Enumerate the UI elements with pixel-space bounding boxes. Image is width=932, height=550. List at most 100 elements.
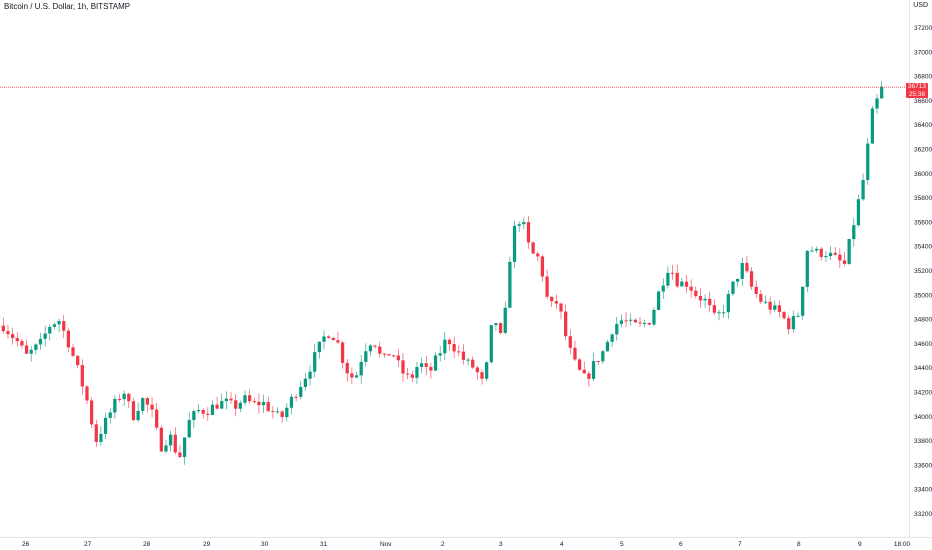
price-tick-label: 36800 <box>914 74 932 81</box>
candle-body <box>684 281 689 287</box>
candle-body <box>99 433 103 442</box>
candle-body <box>782 312 786 319</box>
candle-body <box>410 374 414 378</box>
candle-body <box>745 262 749 272</box>
time-tick-label: Nov <box>380 541 392 548</box>
candle-body <box>619 320 624 324</box>
candle-body <box>610 334 614 342</box>
candle-body <box>763 301 768 303</box>
candle-body <box>652 309 656 325</box>
price-axis: 37200 37000 36800 36600 36400 36200 36000 35800… <box>914 25 932 518</box>
candle-body <box>215 404 219 409</box>
candle-body <box>708 298 712 306</box>
time-tick-label: 26 <box>22 541 30 548</box>
candle-body <box>824 256 828 258</box>
candle-body <box>20 341 24 346</box>
candle-body <box>359 361 363 376</box>
candle-body <box>327 336 331 338</box>
time-tick-label: 9 <box>858 541 862 548</box>
candle-body <box>536 253 540 257</box>
candle-body <box>852 225 856 240</box>
candle-body <box>234 400 238 409</box>
candle-body <box>856 199 861 226</box>
candle-body <box>726 293 730 313</box>
time-tick-label: 6 <box>679 541 683 548</box>
candle-body <box>299 387 303 397</box>
candle-body <box>331 337 335 341</box>
candle-body <box>164 445 168 452</box>
candle-body <box>471 359 475 368</box>
candle-body <box>494 323 498 326</box>
candle-body <box>661 285 665 292</box>
candle-body <box>452 344 456 352</box>
candle-body <box>577 359 582 370</box>
candle-body <box>791 316 796 330</box>
price-tick-label: 34800 <box>914 317 932 324</box>
candle-body <box>777 305 782 313</box>
candle-body <box>629 319 633 321</box>
candle-body <box>438 353 442 356</box>
candle-body <box>833 252 837 255</box>
candle-body <box>243 395 247 403</box>
candle-body <box>117 398 122 400</box>
price-tick-label: 35000 <box>914 292 932 299</box>
candle-body <box>131 401 136 421</box>
current-price-badge: 36713 25:38 <box>905 83 928 99</box>
candle-body <box>127 393 131 402</box>
candle-body <box>415 367 419 378</box>
candle-body <box>6 331 10 335</box>
candle-body <box>666 272 670 286</box>
candle-body <box>145 398 150 405</box>
candle-body <box>680 281 684 287</box>
time-tick-label: 18:00 <box>894 541 911 548</box>
candle-body <box>819 248 823 257</box>
candle-body <box>424 363 428 367</box>
candle-body <box>38 338 43 345</box>
candle-body <box>387 354 391 356</box>
price-tick-label: 35200 <box>914 268 932 275</box>
candle-body <box>66 330 71 348</box>
candle-body <box>754 286 758 295</box>
candle-body <box>875 98 879 109</box>
candle-body <box>285 407 289 418</box>
candle-body <box>838 254 842 261</box>
candle-body <box>526 222 531 243</box>
candle-body <box>814 248 819 251</box>
candle-body <box>201 410 205 414</box>
candle-body <box>587 373 591 379</box>
candle-body <box>52 324 57 327</box>
candle-body <box>280 411 284 418</box>
candle-body <box>591 361 596 379</box>
candle-body <box>313 352 317 372</box>
candle-body <box>122 393 126 400</box>
candle-body <box>396 355 400 361</box>
candle-body <box>615 323 619 335</box>
price-tick-label: 36000 <box>914 171 932 178</box>
candle-body <box>485 362 489 379</box>
time-tick-label: 31 <box>320 541 328 548</box>
candle-body <box>554 301 558 304</box>
candle-body <box>71 347 75 356</box>
time-tick-label: 30 <box>261 541 269 548</box>
price-tick-label: 36200 <box>914 147 932 154</box>
candle-body <box>703 298 707 301</box>
candle-body <box>531 242 535 254</box>
price-tick-label: 34600 <box>914 341 932 348</box>
candle-body <box>694 290 698 297</box>
candle-body <box>461 351 466 360</box>
candle-body <box>842 260 847 264</box>
candle-body <box>698 296 703 301</box>
candle-body <box>210 404 215 415</box>
candle-body <box>85 386 89 401</box>
candle-body <box>220 401 224 409</box>
candle-body <box>392 355 396 357</box>
candle-body <box>447 339 452 345</box>
candle-body <box>317 341 321 353</box>
candle-body <box>550 296 554 302</box>
candle-body <box>322 336 326 342</box>
candle-body <box>419 363 424 368</box>
candle-body <box>475 367 479 373</box>
candle-body <box>238 402 242 409</box>
candle-body <box>364 351 368 362</box>
